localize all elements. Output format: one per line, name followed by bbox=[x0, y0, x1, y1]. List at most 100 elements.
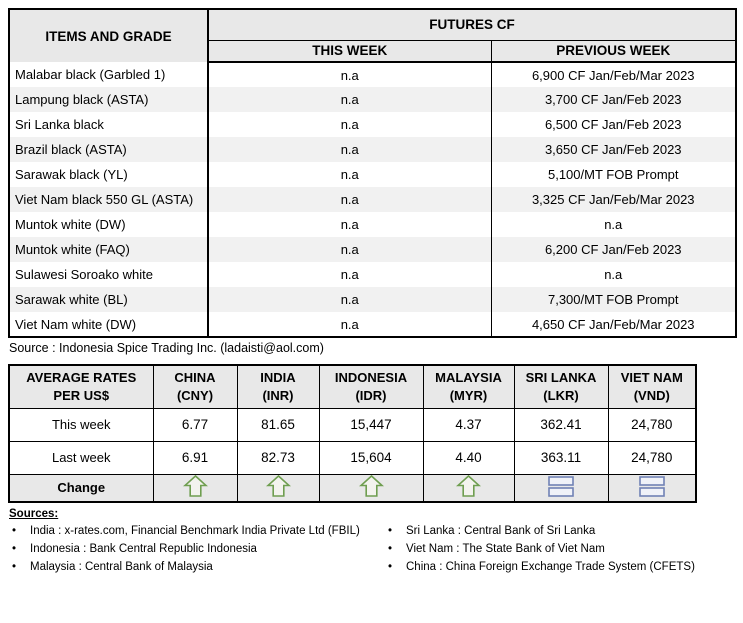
source-text: Indonesia : Bank Central Republic Indone… bbox=[30, 542, 257, 555]
equal-icon bbox=[547, 475, 575, 498]
rate-value: 4.37 bbox=[422, 407, 515, 442]
sources-right-column: • Sri Lanka : Central Bank of Sri Lanka •… bbox=[385, 523, 743, 576]
change-cell-china bbox=[152, 473, 238, 503]
currency-code: (INR) bbox=[262, 387, 294, 403]
this-week-value: n.a bbox=[208, 62, 492, 87]
source-text: India : x-rates.com, Financial Benchmark… bbox=[30, 525, 360, 537]
this-week-value: n.a bbox=[208, 137, 492, 162]
currency-code: (MYR) bbox=[449, 387, 488, 403]
average-rates-table: AVERAGE RATES PER US$ CHINA (CNY) INDIA … bbox=[8, 364, 697, 503]
average-rates-header: AVERAGE RATES PER US$ bbox=[8, 364, 154, 409]
table-row: Sarawak black (YL) n.a 5,100/MT FOB Prom… bbox=[9, 162, 736, 187]
up-arrow-icon bbox=[265, 475, 291, 498]
change-cell-viet-nam bbox=[607, 473, 697, 503]
rate-value: 362.41 bbox=[513, 407, 609, 442]
rate-value: 81.65 bbox=[236, 407, 320, 442]
this-week-value: n.a bbox=[208, 87, 492, 112]
list-item: • Malaysia : Central Bank of Malaysia bbox=[9, 559, 385, 577]
change-cell-malaysia bbox=[422, 473, 515, 503]
column-header-viet-nam: VIET NAM (VND) bbox=[607, 364, 697, 409]
list-item: • Indonesia : Bank Central Republic Indon… bbox=[9, 541, 385, 559]
item-name: Muntok white (DW) bbox=[9, 212, 209, 237]
list-item: • India : x-rates.com, Financial Benchmar… bbox=[9, 523, 385, 541]
country-name: CHINA bbox=[174, 370, 216, 386]
previous-week-value: 6,900 CF Jan/Feb/Mar 2023 bbox=[531, 67, 695, 83]
previous-week-value: 5,100/MT FOB Prompt bbox=[547, 167, 679, 182]
futures-header-row-2: THIS WEEK PREVIOUS WEEK bbox=[9, 40, 736, 63]
sources-columns: • India : x-rates.com, Financial Benchmar… bbox=[9, 523, 743, 576]
currency-code: (LKR) bbox=[543, 387, 579, 403]
sources-heading: Sources: bbox=[9, 508, 59, 520]
this-week-value: n.a bbox=[208, 287, 492, 312]
this-week-row: This week 6.77 81.65 15,447 4.37 362.41 … bbox=[8, 407, 697, 442]
column-header-malaysia: MALAYSIA (MYR) bbox=[422, 364, 515, 409]
country-name: INDONESIA bbox=[334, 370, 408, 386]
up-arrow-icon bbox=[358, 475, 384, 498]
bullet-icon: • bbox=[12, 542, 17, 555]
futures-cf-group-header: FUTURES CF bbox=[208, 9, 736, 41]
list-item: • China : China Foreign Exchange Trade Sy… bbox=[385, 559, 743, 577]
this-week-value: n.a bbox=[208, 187, 492, 212]
previous-week-value: 7,300/MT FOB Prompt bbox=[491, 287, 736, 312]
country-name: INDIA bbox=[260, 370, 296, 386]
change-cell-india bbox=[236, 473, 320, 503]
rate-value: 6.77 bbox=[152, 407, 238, 442]
previous-week-value: 6,200 CF Jan/Feb 2023 bbox=[491, 237, 736, 262]
item-name: Sulawesi Soroako white bbox=[9, 262, 209, 287]
previous-week-value: n.a bbox=[604, 217, 623, 232]
table-row: Lampung black (ASTA) n.a 3,700 CF Jan/Fe… bbox=[9, 87, 736, 112]
currency-code: (CNY) bbox=[176, 387, 214, 403]
rate-value: 24,780 bbox=[607, 440, 697, 475]
column-header-indonesia: INDONESIA (IDR) bbox=[318, 364, 424, 409]
previous-week-value: 6,500 CF Jan/Feb 2023 bbox=[544, 117, 682, 132]
rate-value: 4.40 bbox=[422, 440, 515, 475]
up-arrow-icon bbox=[182, 475, 208, 498]
table-row: Sri Lanka black n.a 6,500 CF Jan/Feb 202… bbox=[9, 112, 736, 137]
futures-table: ITEMS AND GRADE FUTURES CF THIS WEEK PRE… bbox=[8, 8, 737, 338]
average-rates-header-line1: AVERAGE RATES bbox=[26, 370, 137, 386]
source-text: Malaysia : Central Bank of Malaysia bbox=[30, 560, 213, 573]
item-name: Sarawak white (BL) bbox=[9, 287, 209, 312]
futures-header-row-1: ITEMS AND GRADE FUTURES CF bbox=[9, 9, 736, 62]
this-week-value: n.a bbox=[208, 237, 492, 262]
futures-source-note: Source : Indonesia Spice Trading Inc. (l… bbox=[9, 341, 324, 355]
rate-value: 6.91 bbox=[152, 440, 238, 475]
currency-code: (IDR) bbox=[355, 387, 387, 403]
this-week-value: n.a bbox=[208, 262, 492, 287]
column-header-india: INDIA (INR) bbox=[236, 364, 320, 409]
table-row: Sulawesi Soroako white n.a n.a bbox=[9, 262, 736, 287]
list-item: • Sri Lanka : Central Bank of Sri Lanka bbox=[385, 523, 743, 541]
bullet-icon: • bbox=[12, 560, 17, 573]
list-item: • Viet Nam : The State Bank of Viet Nam bbox=[385, 541, 743, 559]
table-row: Viet Nam white (DW) n.a 4,650 CF Jan/Feb… bbox=[9, 312, 736, 337]
country-name: VIET NAM bbox=[620, 370, 683, 386]
table-row: Viet Nam black 550 GL (ASTA) n.a 3,325 C… bbox=[9, 187, 736, 212]
item-name: Brazil black (ASTA) bbox=[9, 137, 209, 162]
this-week-value: n.a bbox=[208, 312, 492, 337]
row-label-this-week: This week bbox=[8, 407, 154, 442]
table-row: Muntok white (FAQ) n.a 6,200 CF Jan/Feb … bbox=[9, 237, 736, 262]
item-name: Lampung black (ASTA) bbox=[9, 87, 209, 112]
column-header-china: CHINA (CNY) bbox=[152, 364, 238, 409]
change-row: Change bbox=[8, 473, 697, 503]
source-text: Viet Nam : The State Bank of Viet Nam bbox=[406, 542, 605, 555]
average-rates-header-line2: PER US$ bbox=[53, 387, 110, 403]
rate-value: 82.73 bbox=[236, 440, 320, 475]
this-week-value: n.a bbox=[208, 212, 492, 237]
previous-week-value: 3,700 CF Jan/Feb 2023 bbox=[491, 87, 736, 112]
table-row: Muntok white (DW) n.a n.a bbox=[9, 212, 736, 237]
country-name: SRI LANKA bbox=[525, 370, 597, 386]
item-name: Malabar black (Garbled 1) bbox=[9, 62, 209, 87]
this-week-value: n.a bbox=[208, 112, 492, 137]
previous-week-value: n.a bbox=[604, 267, 623, 282]
bullet-icon: • bbox=[388, 525, 393, 537]
rates-header-row: AVERAGE RATES PER US$ CHINA (CNY) INDIA … bbox=[8, 364, 697, 409]
sources-section: Sources: • India : x-rates.com, Financial… bbox=[9, 508, 743, 576]
source-text: China : China Foreign Exchange Trade Sys… bbox=[406, 560, 695, 573]
last-week-row: Last week 6.91 82.73 15,604 4.40 363.11 … bbox=[8, 440, 697, 475]
equal-icon bbox=[638, 475, 666, 498]
sources-left-column: • India : x-rates.com, Financial Benchmar… bbox=[9, 523, 385, 576]
table-row: Malabar black (Garbled 1) n.a 6,900 CF J… bbox=[9, 62, 736, 87]
rate-value: 15,604 bbox=[318, 440, 424, 475]
table-row: Brazil black (ASTA) n.a 3,650 CF Jan/Feb… bbox=[9, 137, 736, 162]
